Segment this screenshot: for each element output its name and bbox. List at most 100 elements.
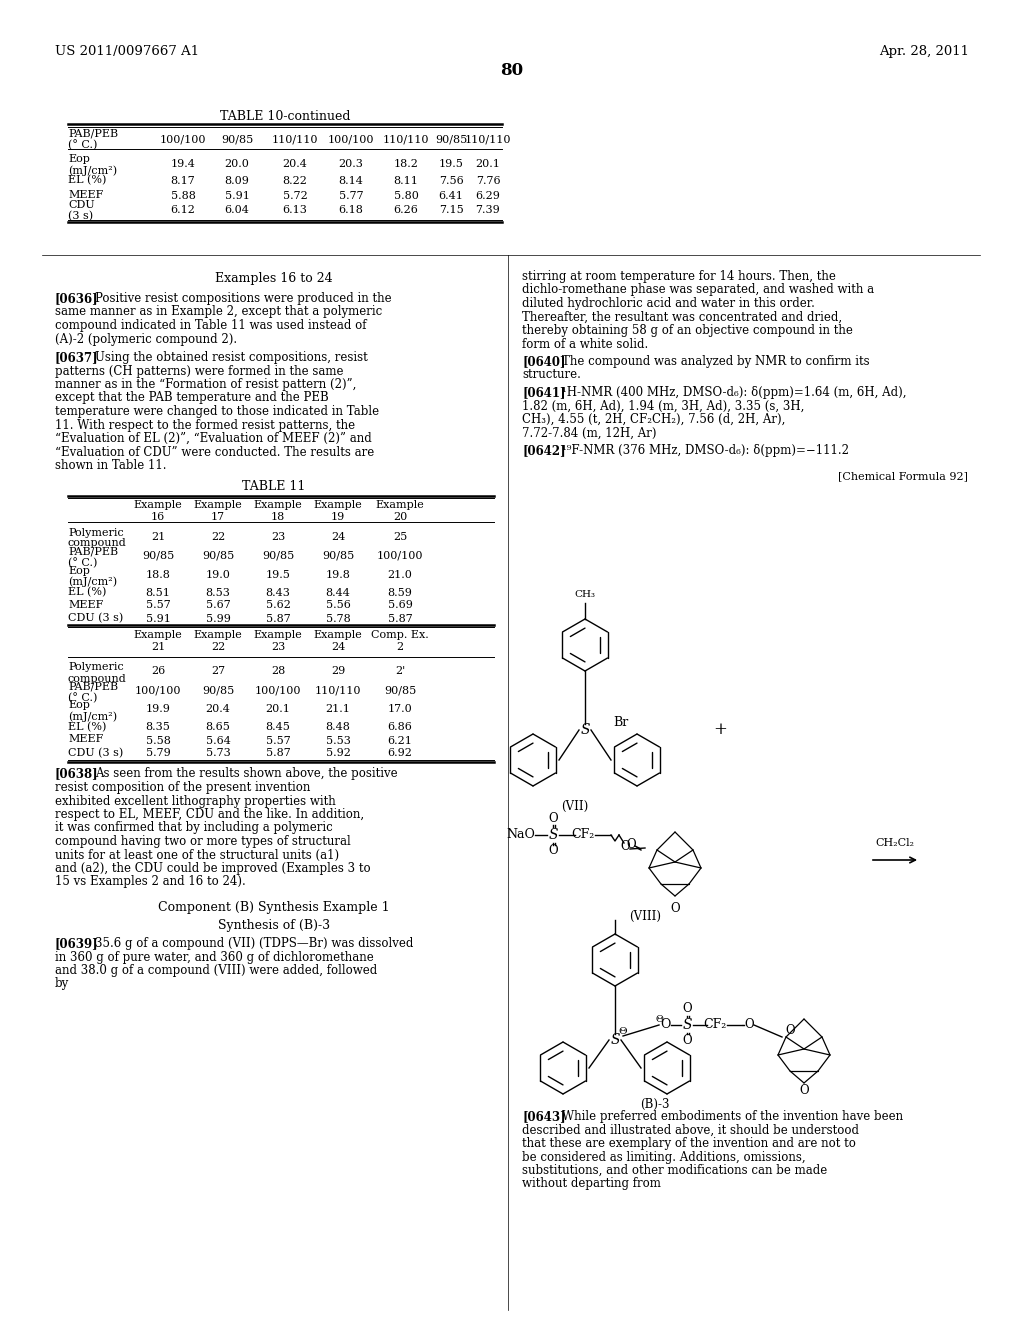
Text: Eop: Eop [68,154,90,164]
Text: Θ: Θ [618,1027,628,1036]
Text: PAB/PEB: PAB/PEB [68,546,118,557]
Text: 110/110: 110/110 [383,135,429,144]
Text: 100/100: 100/100 [328,135,374,144]
Text: EL (%): EL (%) [68,586,106,597]
Text: Component (B) Synthesis Example 1: Component (B) Synthesis Example 1 [158,902,390,913]
Text: PAB/PEB: PAB/PEB [68,129,118,139]
Text: 90/85: 90/85 [262,550,294,561]
Text: (mJ/cm²): (mJ/cm²) [68,165,117,176]
Text: 19.5: 19.5 [265,569,291,579]
Text: 2: 2 [396,642,403,652]
Text: Polymeric: Polymeric [68,663,124,672]
Text: resist composition of the present invention: resist composition of the present invent… [55,781,310,795]
Text: Example: Example [254,631,302,640]
Text: 8.48: 8.48 [326,722,350,733]
Text: stirring at room temperature for 14 hours. Then, the: stirring at room temperature for 14 hour… [522,271,836,282]
Text: compound having two or more types of structural: compound having two or more types of str… [55,836,351,847]
Text: 8.53: 8.53 [206,587,230,598]
Text: (3 s): (3 s) [68,211,93,222]
Text: structure.: structure. [522,368,581,381]
Text: 90/85: 90/85 [202,685,234,696]
Text: 22: 22 [211,642,225,652]
Text: 100/100: 100/100 [135,685,181,696]
Text: Eop: Eop [68,565,90,576]
Text: Example: Example [194,631,243,640]
Text: O: O [744,1019,754,1031]
Text: thereby obtaining 58 g of an objective compound in the: thereby obtaining 58 g of an objective c… [522,323,853,337]
Text: TABLE 11: TABLE 11 [243,480,306,494]
Text: 7.76: 7.76 [476,176,501,186]
Text: O: O [548,813,558,825]
Text: 21: 21 [151,642,165,652]
Text: CF₂: CF₂ [703,1019,727,1031]
Text: Θ: Θ [655,1015,663,1023]
Text: 8.11: 8.11 [393,176,419,186]
Text: 5.99: 5.99 [206,614,230,623]
Text: CH₃: CH₃ [574,590,596,599]
Text: 5.87: 5.87 [388,614,413,623]
Text: 24: 24 [331,642,345,652]
Text: 6.86: 6.86 [387,722,413,733]
Text: S: S [581,723,590,737]
Text: TABLE 10-continued: TABLE 10-continued [220,110,350,123]
Text: [0636]: [0636] [55,292,98,305]
Text: (° C.): (° C.) [68,140,97,150]
Text: 25: 25 [393,532,408,541]
Text: 16: 16 [151,511,165,521]
Text: 23: 23 [271,532,285,541]
Text: ¹H-NMR (400 MHz, DMSO-d₆): δ(ppm)=1.64 (m, 6H, Ad),: ¹H-NMR (400 MHz, DMSO-d₆): δ(ppm)=1.64 (… [562,385,906,399]
Text: substitutions, and other modifications can be made: substitutions, and other modifications c… [522,1164,827,1177]
Text: 6.92: 6.92 [387,748,413,759]
Text: EL (%): EL (%) [68,722,106,731]
Text: 5.56: 5.56 [326,601,350,610]
Text: O: O [659,1019,670,1031]
Text: 6.04: 6.04 [224,205,250,215]
Text: patterns (CH patterns) were formed in the same: patterns (CH patterns) were formed in th… [55,364,343,378]
Text: temperature were changed to those indicated in Table: temperature were changed to those indica… [55,405,379,418]
Text: 26: 26 [151,667,165,676]
Text: 24: 24 [331,532,345,541]
Text: 8.43: 8.43 [265,587,291,598]
Text: O: O [621,841,630,854]
Text: 110/110: 110/110 [271,135,318,144]
Text: 6.29: 6.29 [475,191,501,201]
Text: manner as in the “Formation of resist pattern (2)”,: manner as in the “Formation of resist pa… [55,378,356,391]
Text: 8.59: 8.59 [387,587,413,598]
Text: by: by [55,978,70,990]
Text: 5.73: 5.73 [206,748,230,759]
Text: 6.13: 6.13 [283,205,307,215]
Text: MEEF: MEEF [68,599,103,610]
Text: CF₂: CF₂ [571,829,595,842]
Text: 20: 20 [393,511,408,521]
Text: 5.64: 5.64 [206,735,230,746]
Text: 8.14: 8.14 [339,176,364,186]
Text: [0641]: [0641] [522,385,565,399]
Text: 90/85: 90/85 [221,135,253,144]
Text: [0643]: [0643] [522,1110,565,1123]
Text: US 2011/0097667 A1: US 2011/0097667 A1 [55,45,199,58]
Text: 19.4: 19.4 [171,158,196,169]
Text: 5.87: 5.87 [265,614,291,623]
Text: 5.87: 5.87 [265,748,291,759]
Text: O: O [548,845,558,858]
Text: 5.53: 5.53 [326,735,350,746]
Text: that these are exemplary of the invention and are not to: that these are exemplary of the inventio… [522,1137,856,1150]
Text: 5.92: 5.92 [326,748,350,759]
Text: in 360 g of pure water, and 360 g of dichloromethane: in 360 g of pure water, and 360 g of dic… [55,950,374,964]
Text: [0638]: [0638] [55,767,98,780]
Text: 8.45: 8.45 [265,722,291,733]
Text: (B)-3: (B)-3 [640,1098,670,1111]
Text: S: S [682,1018,692,1032]
Text: (° C.): (° C.) [68,557,97,568]
Text: 19.0: 19.0 [206,569,230,579]
Text: 100/100: 100/100 [377,550,423,561]
Text: 28: 28 [271,667,285,676]
Text: 20.0: 20.0 [224,158,250,169]
Text: 5.80: 5.80 [393,191,419,201]
Text: 2': 2' [395,667,406,676]
Text: described and illustrated above, it should be understood: described and illustrated above, it shou… [522,1123,859,1137]
Text: form of a white solid.: form of a white solid. [522,338,648,351]
Text: 18.8: 18.8 [145,569,170,579]
Text: 80: 80 [501,62,523,79]
Text: compound: compound [68,673,127,684]
